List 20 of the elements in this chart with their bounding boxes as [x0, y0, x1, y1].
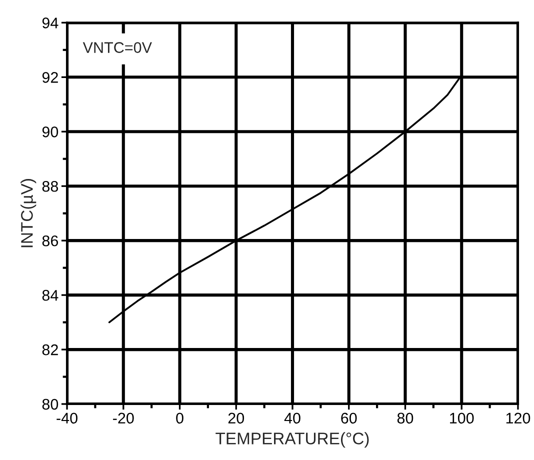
- y-tick-label: 94: [42, 18, 58, 28]
- x-tick-label: 80: [397, 412, 414, 424]
- y-tick-label: 80: [42, 398, 58, 410]
- y-tick-label: 86: [42, 235, 58, 246]
- x-tick-label: 60: [341, 412, 357, 424]
- y-tick-label: 82: [42, 344, 58, 356]
- x-tick-label: -20: [113, 412, 134, 424]
- x-tick-label: 100: [450, 412, 474, 424]
- x-tick-label: 120: [506, 412, 530, 424]
- y-axis-title: INTC(µV): [20, 179, 36, 248]
- y-tick-label: 92: [42, 72, 58, 83]
- x-tick-label: -40: [56, 412, 78, 424]
- x-tick-label: 0: [176, 412, 184, 424]
- x-tick-label: 20: [228, 412, 244, 424]
- y-tick-label: 90: [42, 126, 58, 138]
- annotation: VNTC=0V: [82, 42, 152, 53]
- y-tick-label: 84: [42, 290, 58, 301]
- x-tick-label: 40: [284, 412, 300, 424]
- y-tick-label: 88: [42, 180, 58, 192]
- x-axis-title: TEMPERATURE(°C): [216, 432, 369, 448]
